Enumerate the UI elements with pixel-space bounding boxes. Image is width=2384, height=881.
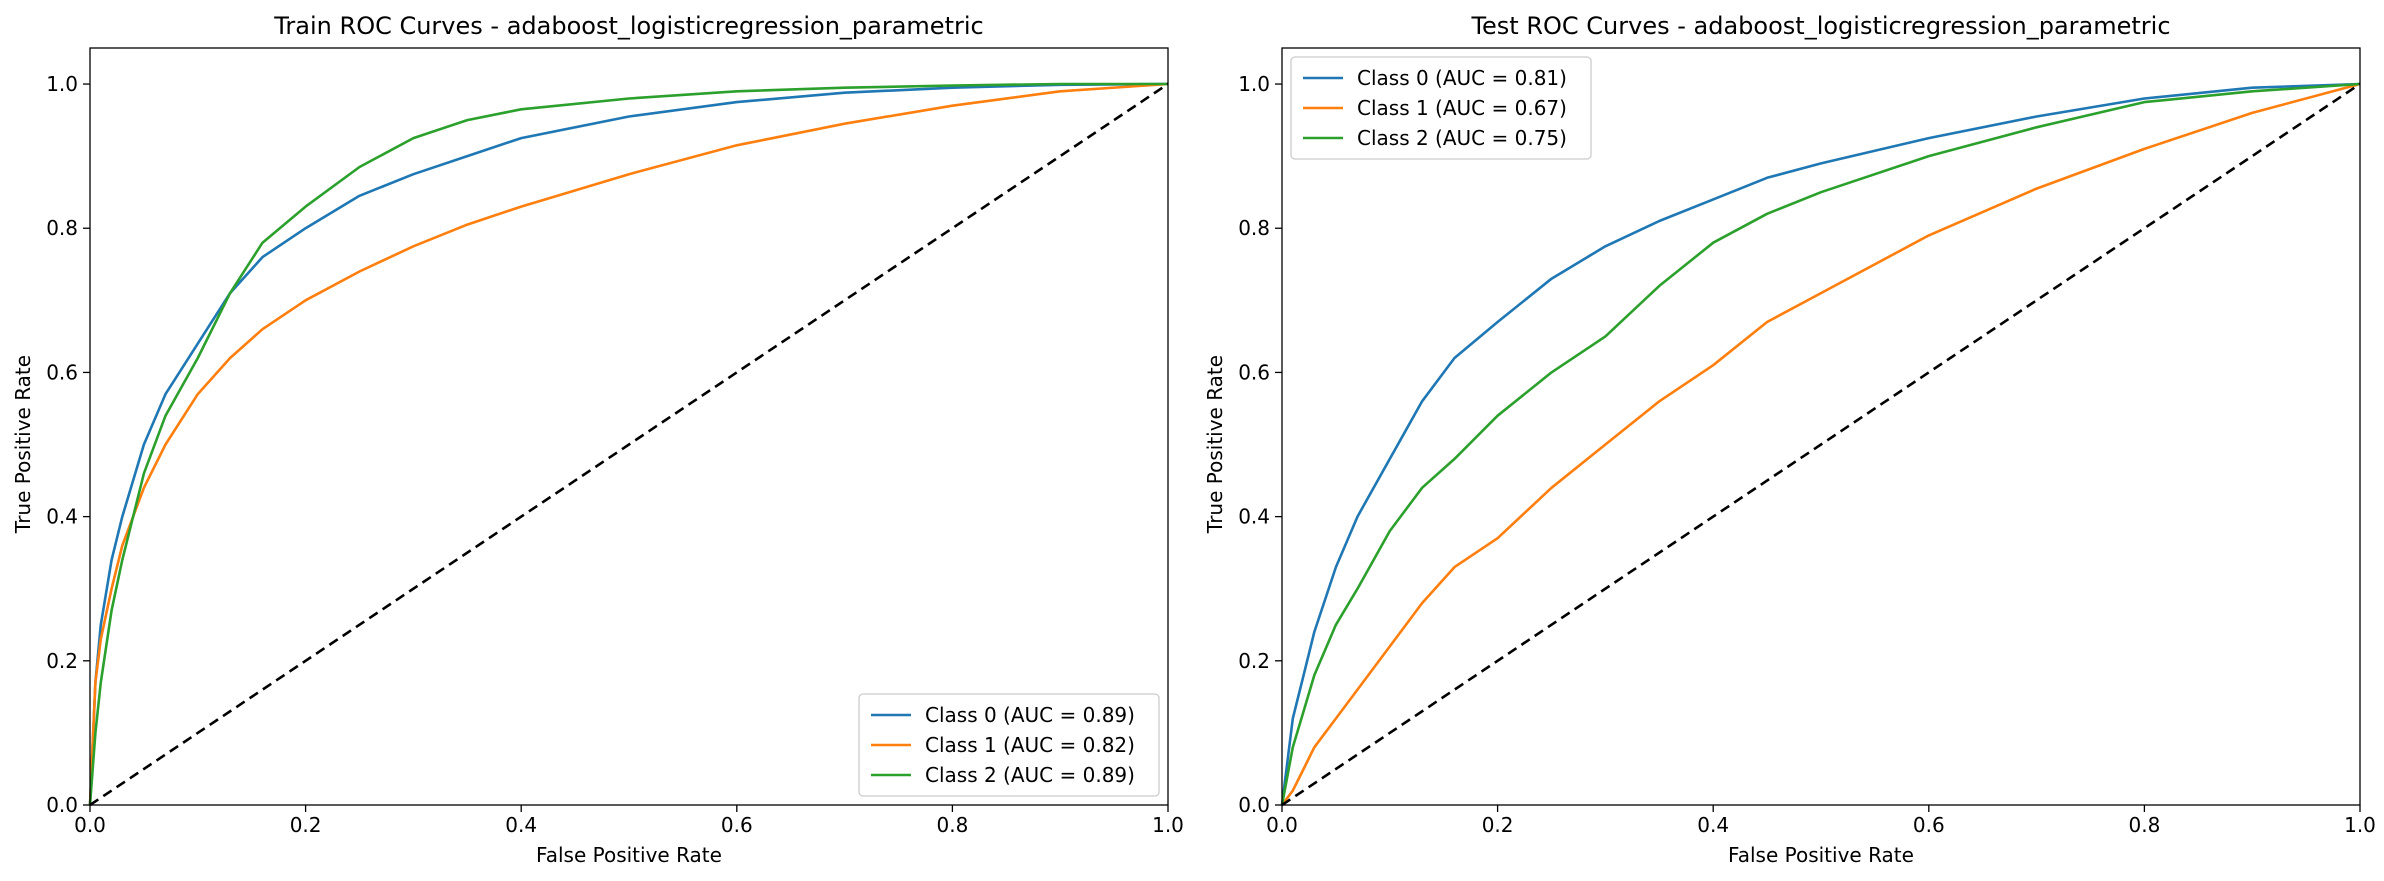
- x-tick-label: 1.0: [1152, 813, 1184, 837]
- y-tick-label: 0.6: [46, 360, 78, 384]
- legend-box: [1290, 56, 1592, 160]
- chance-diagonal-line: [89, 82, 1169, 807]
- y-tick-label: 1.0: [1238, 72, 1270, 96]
- legend-entry-label: Class 2 (AUC = 0.75): [1357, 126, 1567, 150]
- x-axis-label: False Positive Rate: [1728, 843, 1914, 867]
- x-tick-label: 0.8: [936, 813, 968, 837]
- y-tick-label: 0.4: [46, 505, 78, 529]
- x-tick-label: 0.8: [2128, 813, 2160, 837]
- y-axis-label: True Positive Rate: [11, 355, 35, 534]
- legend: Class 0 (AUC = 0.89) Class 1 (AUC = 0.82)…: [858, 693, 1160, 797]
- x-tick-label: 0.6: [1913, 813, 1945, 837]
- x-ticks: 0.0 0.2 0.4 0.6 0.8 1.0: [1266, 805, 2376, 837]
- plot-marks: [88, 82, 1169, 807]
- y-tick-label: 1.0: [46, 72, 78, 96]
- train-roc-panel: Train ROC Curves - adaboost_logisticregr…: [11, 12, 1184, 867]
- plot-frame: [89, 47, 1169, 806]
- plot-marks: [1280, 82, 2361, 807]
- plot-frame: [1281, 47, 2361, 806]
- legend-box: [858, 693, 1160, 797]
- y-tick-label: 0.8: [1238, 216, 1270, 240]
- x-tick-label: 0.2: [290, 813, 322, 837]
- x-tick-label: 0.0: [1266, 813, 1298, 837]
- x-tick-label: 0.4: [505, 813, 537, 837]
- y-tick-label: 0.0: [1238, 793, 1270, 817]
- y-ticks: 0.0 0.2 0.4 0.6 0.8 1.0: [1238, 72, 1282, 817]
- y-tick-label: 0.8: [46, 216, 78, 240]
- chance-diagonal-line: [1281, 82, 2361, 807]
- x-tick-label: 0.0: [74, 813, 106, 837]
- legend-entry-label: Class 0 (AUC = 0.81): [1357, 66, 1567, 90]
- x-tick-label: 1.0: [2344, 813, 2376, 837]
- legend-entry-label: Class 2 (AUC = 0.89): [925, 763, 1135, 787]
- y-axis-label: True Positive Rate: [1203, 355, 1227, 534]
- y-ticks: 0.0 0.2 0.4 0.6 0.8 1.0: [46, 72, 90, 817]
- series-line-class-1: [1280, 82, 2361, 806]
- x-tick-label: 0.6: [721, 813, 753, 837]
- legend-entry-label: Class 0 (AUC = 0.89): [925, 703, 1135, 727]
- legend: Class 0 (AUC = 0.81) Class 1 (AUC = 0.67)…: [1290, 56, 1592, 160]
- y-tick-label: 0.2: [1238, 649, 1270, 673]
- legend-entry-label: Class 1 (AUC = 0.67): [1357, 96, 1567, 120]
- x-tick-label: 0.4: [1697, 813, 1729, 837]
- chart-title: Train ROC Curves - adaboost_logisticregr…: [273, 12, 983, 40]
- y-tick-label: 0.6: [1238, 360, 1270, 384]
- series-line-class-0: [1280, 82, 2361, 806]
- chart-title: Test ROC Curves - adaboost_logisticregre…: [1470, 12, 2170, 40]
- series-line-class-1: [88, 82, 1169, 806]
- legend-entry-label: Class 1 (AUC = 0.82): [925, 733, 1135, 757]
- series-line-class-0: [88, 82, 1169, 806]
- y-tick-label: 0.0: [46, 793, 78, 817]
- series-line-class-2: [88, 82, 1168, 806]
- x-ticks: 0.0 0.2 0.4 0.6 0.8 1.0: [74, 805, 1184, 837]
- series-line-class-2: [1280, 82, 2361, 806]
- test-roc-panel: Test ROC Curves - adaboost_logisticregre…: [1203, 12, 2376, 867]
- x-axis-label: False Positive Rate: [536, 843, 722, 867]
- y-tick-label: 0.4: [1238, 505, 1270, 529]
- y-tick-label: 0.2: [46, 649, 78, 673]
- x-tick-label: 0.2: [1482, 813, 1514, 837]
